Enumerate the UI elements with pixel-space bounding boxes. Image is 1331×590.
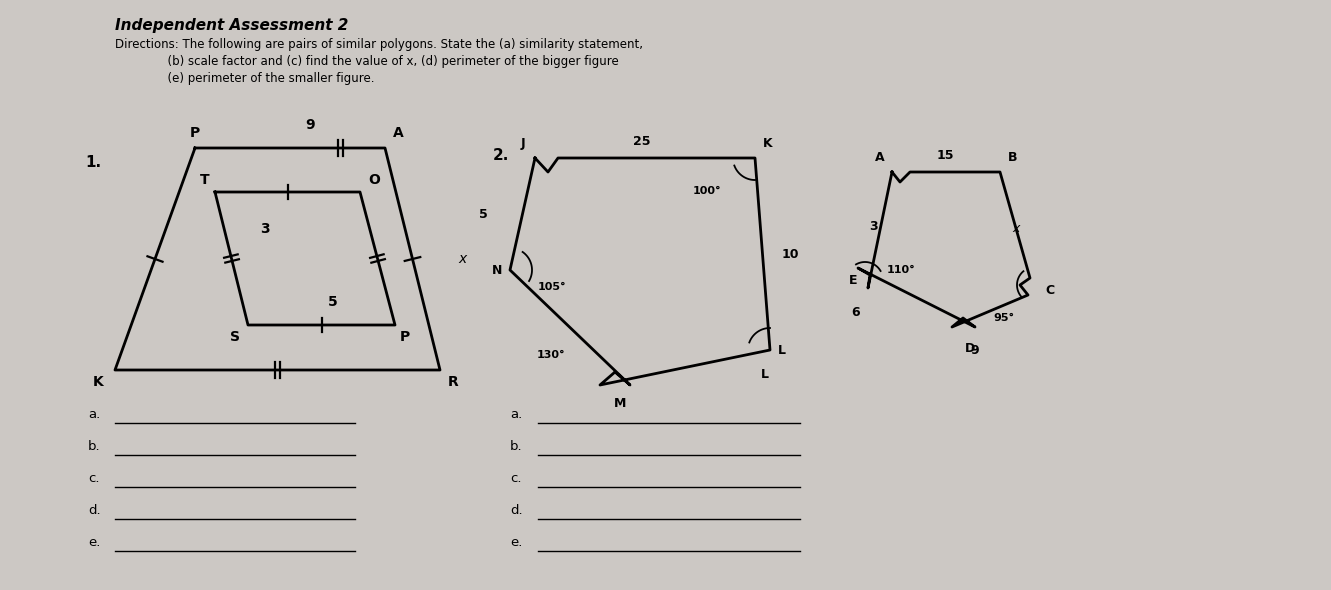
Text: a.: a. bbox=[88, 408, 100, 421]
Text: R: R bbox=[449, 375, 459, 389]
Text: 1.: 1. bbox=[85, 155, 101, 170]
Text: (e) perimeter of the smaller figure.: (e) perimeter of the smaller figure. bbox=[114, 72, 374, 85]
Text: K: K bbox=[763, 137, 772, 150]
Text: N: N bbox=[491, 264, 502, 277]
Text: 25: 25 bbox=[634, 135, 651, 148]
Text: P: P bbox=[190, 126, 200, 140]
Text: e.: e. bbox=[510, 536, 522, 549]
Text: d.: d. bbox=[88, 504, 101, 517]
Text: 5: 5 bbox=[479, 208, 488, 221]
Text: x: x bbox=[458, 252, 466, 266]
Text: 2.: 2. bbox=[492, 148, 510, 163]
Text: K: K bbox=[92, 375, 102, 389]
Text: d.: d. bbox=[510, 504, 523, 517]
Text: Independent Assessment 2: Independent Assessment 2 bbox=[114, 18, 349, 33]
Text: c.: c. bbox=[510, 473, 522, 486]
Text: 6: 6 bbox=[852, 306, 860, 320]
Text: E: E bbox=[848, 274, 857, 287]
Text: D: D bbox=[965, 342, 976, 355]
Text: M: M bbox=[614, 397, 626, 410]
Text: c.: c. bbox=[88, 473, 100, 486]
Text: Directions: The following are pairs of similar polygons. State the (a) similarit: Directions: The following are pairs of s… bbox=[114, 38, 643, 51]
Text: 100°: 100° bbox=[692, 186, 721, 196]
Text: b.: b. bbox=[88, 441, 101, 454]
Text: 15: 15 bbox=[936, 149, 954, 162]
Text: 3: 3 bbox=[869, 219, 878, 232]
Text: B: B bbox=[1008, 151, 1017, 164]
Text: A: A bbox=[876, 151, 885, 164]
Text: P: P bbox=[401, 330, 410, 344]
Text: 95°: 95° bbox=[994, 313, 1016, 323]
Text: J: J bbox=[520, 137, 524, 150]
Text: (b) scale factor and (c) find the value of x, (d) perimeter of the bigger figure: (b) scale factor and (c) find the value … bbox=[114, 55, 619, 68]
Text: L: L bbox=[761, 368, 769, 381]
Text: 10: 10 bbox=[783, 247, 800, 261]
Text: 3: 3 bbox=[260, 222, 270, 236]
Text: L: L bbox=[779, 343, 787, 356]
Text: T: T bbox=[201, 173, 210, 187]
Text: C: C bbox=[1045, 284, 1054, 297]
Text: 9: 9 bbox=[305, 118, 315, 132]
Text: S: S bbox=[230, 330, 240, 344]
Text: a.: a. bbox=[510, 408, 522, 421]
Text: A: A bbox=[393, 126, 403, 140]
Text: e.: e. bbox=[88, 536, 100, 549]
Text: b.: b. bbox=[510, 441, 523, 454]
Text: 5: 5 bbox=[327, 295, 338, 309]
Text: 110°: 110° bbox=[886, 265, 916, 275]
Text: x: x bbox=[1012, 221, 1020, 234]
Text: 9: 9 bbox=[970, 344, 978, 357]
Text: 130°: 130° bbox=[536, 350, 564, 360]
Text: O: O bbox=[367, 173, 379, 187]
Text: 105°: 105° bbox=[538, 282, 567, 292]
